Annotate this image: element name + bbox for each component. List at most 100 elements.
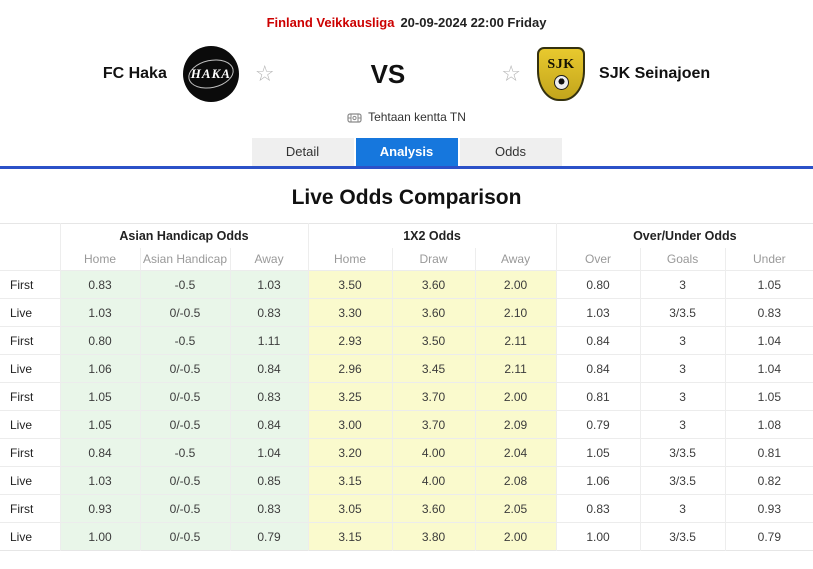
odds-cell: 3.70	[391, 382, 476, 411]
column-header: Goals	[639, 248, 726, 271]
odds-cell: 3/3.5	[639, 298, 726, 327]
table-row: Live 1.06 0/-0.5 0.84 2.96 3.45 2.11 0.84 3 1.04	[0, 354, 813, 383]
tab-detail[interactable]: Detail	[251, 138, 354, 166]
row-type-label: Live	[0, 410, 60, 439]
corner-cell	[0, 248, 60, 271]
away-team-name: SJK Seinajoen	[599, 65, 711, 82]
tab-analysis[interactable]: Analysis	[355, 138, 458, 166]
odds-cell: 2.05	[474, 494, 557, 523]
odds-cell: 0.84	[555, 326, 641, 355]
odds-cell: 0.84	[229, 410, 309, 439]
odds-cell: 0.79	[724, 522, 813, 551]
odds-cell: 2.04	[474, 438, 557, 467]
odds-cell: 1.05	[555, 438, 641, 467]
odds-cell: 1.03	[59, 466, 140, 495]
odds-cell: 0.85	[229, 466, 309, 495]
odds-cell: 2.93	[307, 326, 393, 355]
table-row: First 0.80 -0.5 1.11 2.93 3.50 2.11 0.84 3 1.04	[0, 326, 813, 355]
column-header: Away	[229, 248, 309, 271]
odds-cell: 3.60	[391, 270, 476, 299]
row-type-label: First	[0, 326, 60, 355]
odds-cell: 0.93	[59, 494, 140, 523]
odds-cell: 3/3.5	[639, 466, 726, 495]
odds-cell: 2.11	[474, 354, 557, 383]
odds-cell: 3.50	[307, 270, 393, 299]
row-type-label: Live	[0, 298, 60, 327]
odds-cell: 0.84	[555, 354, 641, 383]
odds-cell: 3	[639, 382, 726, 411]
odds-cell: 0.81	[555, 382, 641, 411]
odds-cell: 3.15	[307, 466, 393, 495]
column-header: Home	[59, 248, 140, 271]
odds-cell: 3.80	[391, 522, 476, 551]
odds-cell: 2.08	[474, 466, 557, 495]
odds-cell: 1.05	[59, 410, 140, 439]
odds-cell: 0.83	[229, 494, 309, 523]
odds-cell: 0.81	[724, 438, 813, 467]
odds-cell: 0.82	[724, 466, 813, 495]
odds-cell: 0.79	[229, 522, 309, 551]
odds-cell: 3	[639, 410, 726, 439]
odds-cell: 0.84	[229, 354, 309, 383]
odds-cell: 3/3.5	[639, 522, 726, 551]
odds-cell: 1.00	[555, 522, 641, 551]
sjk-logo: SJK	[537, 47, 586, 101]
odds-cell: 0.80	[555, 270, 641, 299]
column-header: Under	[724, 248, 813, 271]
table-row: Live 1.00 0/-0.5 0.79 3.15 3.80 2.00 1.00 3/3.5 0…	[0, 522, 813, 551]
odds-cell: 2.00	[474, 270, 557, 299]
table-row: First 0.83 -0.5 1.03 3.50 3.60 2.00 0.80 3 1.05	[0, 270, 813, 299]
soccer-ball-icon	[553, 75, 569, 90]
home-favorite-star-icon[interactable]: ☆	[254, 61, 275, 86]
odds-cell: 0.83	[229, 298, 309, 327]
odds-cell: 0.84	[59, 438, 140, 467]
odds-cell: 0.93	[724, 494, 813, 523]
odds-cell: 1.04	[724, 326, 813, 355]
home-team-name: FC Haka	[102, 65, 167, 82]
tab-bar: Detail Analysis Odds	[0, 138, 813, 166]
odds-cell: 4.00	[391, 466, 476, 495]
row-type-label: Live	[0, 466, 60, 495]
odds-cell: 0/-0.5	[139, 522, 230, 551]
haka-logo-text: HAKA	[190, 66, 231, 81]
row-type-label: First	[0, 494, 60, 523]
odds-cell: 2.11	[474, 326, 557, 355]
odds-cell: 1.11	[229, 326, 309, 355]
odds-cell: 3.30	[307, 298, 393, 327]
row-type-label: Live	[0, 354, 60, 383]
column-group-header: 1X2 Odds	[307, 223, 557, 248]
corner-cell	[0, 224, 60, 249]
table-row: First 1.05 0/-0.5 0.83 3.25 3.70 2.00 0.81 3 1.05	[0, 382, 813, 411]
table-row: Live 1.03 0/-0.5 0.83 3.30 3.60 2.10 1.03 3/3.5 0…	[0, 298, 813, 327]
tab-underline	[0, 166, 813, 169]
row-type-label: First	[0, 438, 60, 467]
odds-cell: 1.03	[555, 298, 641, 327]
odds-cell: -0.5	[139, 326, 230, 355]
odds-cell: 1.05	[724, 270, 813, 299]
row-type-label: Live	[0, 522, 60, 551]
away-favorite-star-icon[interactable]: ☆	[501, 61, 522, 86]
odds-cell: 0.83	[229, 382, 309, 411]
table-row: First 0.84 -0.5 1.04 3.20 4.00 2.04 1.05 3/3.5 0.…	[0, 438, 813, 467]
odds-cell: 4.00	[391, 438, 476, 467]
teams-row: FC Haka HAKA ☆ VS ☆ SJK SJK Seinajoen	[0, 38, 813, 110]
odds-cell: 0.79	[555, 410, 641, 439]
column-group-header: Asian Handicap Odds	[59, 223, 309, 248]
tab-odds[interactable]: Odds	[459, 138, 562, 166]
column-header: Draw	[391, 248, 476, 271]
table-row: First 0.93 0/-0.5 0.83 3.05 3.60 2.05 0.83 3 0.93	[0, 494, 813, 523]
odds-cell: 3.00	[307, 410, 393, 439]
odds-cell: 3	[639, 326, 726, 355]
odds-cell: 2.10	[474, 298, 557, 327]
stadium-icon	[347, 111, 362, 124]
odds-cell: 1.04	[724, 354, 813, 383]
odds-cell: 0/-0.5	[139, 382, 230, 411]
match-datetime: 20-09-2024 22:00 Friday	[400, 15, 547, 30]
odds-cell: 1.04	[229, 438, 309, 467]
away-team: ☆ SJK SJK Seinajoen	[501, 47, 710, 101]
haka-logo: HAKA	[182, 46, 239, 102]
odds-cell: 0/-0.5	[139, 466, 230, 495]
row-type-label: First	[0, 382, 60, 411]
column-group-header: Over/Under Odds	[555, 223, 813, 248]
